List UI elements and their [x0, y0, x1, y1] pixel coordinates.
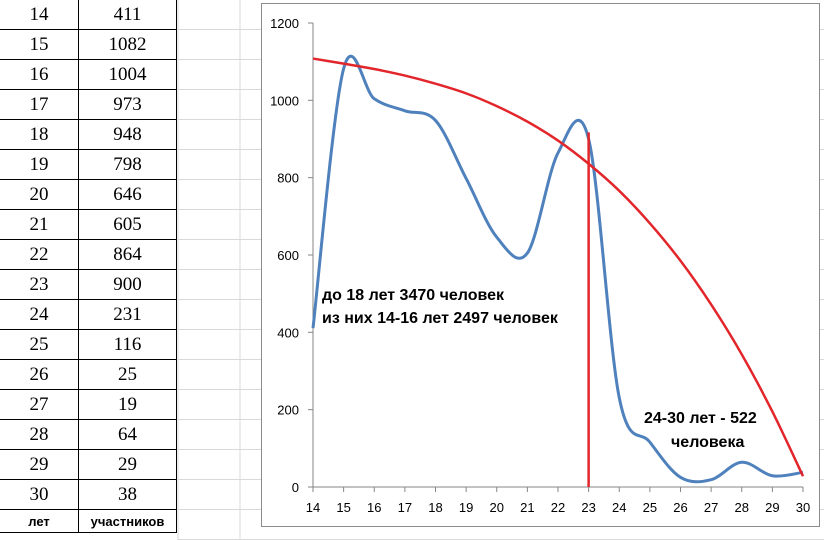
x-tick-label: 23: [581, 500, 595, 515]
age-cell[interactable]: 16: [0, 59, 79, 90]
table-row: 30 38: [0, 479, 177, 510]
y-axis: 0 200 400 600 800 1000 1200: [270, 16, 314, 495]
x-axis: 14 15 16 17 18 19 20 21 22 23 24 25 26 27 28 29 30: [306, 486, 810, 515]
x-tick-label: 29: [765, 500, 779, 515]
age-cell[interactable]: 19: [0, 149, 79, 180]
annotation-under18: до 18 лет 3470 человек из них 14-16 лет …: [322, 284, 558, 330]
age-column-header[interactable]: лет: [0, 509, 79, 533]
x-tick-label: 17: [398, 500, 412, 515]
x-tick-label: 28: [735, 500, 749, 515]
x-tick-label: 27: [704, 500, 718, 515]
participants-cell[interactable]: 948: [78, 119, 177, 150]
participants-cell[interactable]: 864: [78, 239, 177, 270]
participants-cell[interactable]: 605: [78, 209, 177, 240]
age-cell[interactable]: 15: [0, 29, 79, 60]
x-tick-label: 30: [796, 500, 810, 515]
annotation-24to30-line2: человека: [671, 434, 745, 451]
table-row: 21 605: [0, 209, 177, 240]
participants-cell[interactable]: 1082: [78, 29, 177, 60]
annotation-24to30: 24-30 лет - 522 человека: [644, 407, 757, 455]
participants-column-header[interactable]: участников: [78, 509, 177, 533]
table-row: 17 973: [0, 89, 177, 120]
x-tick-label: 14: [306, 500, 320, 515]
table-body: 14 411 15 1082 16 1004 17 973 18 948 19 798 20 646 21 6…: [0, 0, 177, 533]
age-cell[interactable]: 24: [0, 299, 79, 330]
table-row: 14 411: [0, 0, 177, 30]
y-tick-label: 600: [277, 248, 299, 263]
age-cell[interactable]: 14: [0, 0, 79, 30]
participants-cell[interactable]: 19: [78, 389, 177, 420]
age-cell[interactable]: 26: [0, 359, 79, 390]
table-row: 24 231: [0, 299, 177, 330]
trend-line[interactable]: [312, 57, 805, 477]
data-table: 14 411 15 1082 16 1004 17 973 18 948 19 798 20 646 21 6…: [0, 0, 177, 533]
table-row: 28 64: [0, 419, 177, 450]
table-row: 27 19: [0, 389, 177, 420]
table-row: 15 1082: [0, 29, 177, 60]
participants-cell[interactable]: 116: [78, 329, 177, 360]
x-tick-label: 24: [612, 500, 626, 515]
y-tick-label: 0: [292, 480, 299, 495]
age-cell[interactable]: 21: [0, 209, 79, 240]
participants-cell[interactable]: 973: [78, 89, 177, 120]
y-tick-label: 400: [277, 325, 299, 340]
age-cell[interactable]: 20: [0, 179, 79, 210]
participants-cell[interactable]: 64: [78, 419, 177, 450]
x-tick-label: 20: [490, 500, 504, 515]
x-tick-label: 21: [520, 500, 534, 515]
y-tick-label: 800: [277, 171, 299, 186]
participants-cell[interactable]: 231: [78, 299, 177, 330]
table-row: 18 948: [0, 119, 177, 150]
participants-cell[interactable]: 38: [78, 479, 177, 510]
table-row: 20 646: [0, 179, 177, 210]
age-cell[interactable]: 30: [0, 479, 79, 510]
x-tick-label: 26: [673, 500, 687, 515]
participants-cell[interactable]: 1004: [78, 59, 177, 90]
y-tick-label: 200: [277, 403, 299, 418]
participants-cell[interactable]: 25: [78, 359, 177, 390]
participants-cell[interactable]: 646: [78, 179, 177, 210]
chart-area[interactable]: [261, 3, 820, 527]
x-tick-label: 15: [336, 500, 350, 515]
x-tick-label: 19: [459, 500, 473, 515]
table-row: 25 116: [0, 329, 177, 360]
age-cell[interactable]: 17: [0, 89, 79, 120]
age-cell[interactable]: 29: [0, 449, 79, 480]
participants-cell[interactable]: 411: [78, 0, 177, 30]
participants-cell[interactable]: 798: [78, 149, 177, 180]
table-row: 26 25: [0, 359, 177, 390]
series-group: [311, 54, 805, 487]
table-row: 16 1004: [0, 59, 177, 90]
participants-cell[interactable]: 29: [78, 449, 177, 480]
annotation-under18-line1: до 18 лет 3470 человек: [322, 287, 505, 304]
table-row: 23 900: [0, 269, 177, 300]
x-tick-label: 16: [367, 500, 381, 515]
participants-cell[interactable]: 900: [78, 269, 177, 300]
table-footer-header: лет участников: [0, 509, 177, 533]
x-tick-label: 18: [428, 500, 442, 515]
table-row: 22 864: [0, 239, 177, 270]
table-row: 29 29: [0, 449, 177, 480]
age-cell[interactable]: 25: [0, 329, 79, 360]
age-cell[interactable]: 22: [0, 239, 79, 270]
table-row: 19 798: [0, 149, 177, 180]
y-tick-label: 1200: [270, 16, 299, 31]
annotation-24to30-line1: 24-30 лет - 522: [644, 410, 757, 427]
annotation-under18-line2: из них 14-16 лет 2497 человек: [322, 310, 558, 327]
x-tick-label: 22: [551, 500, 565, 515]
x-tick-label: 25: [643, 500, 657, 515]
y-tick-label: 1000: [270, 93, 299, 108]
